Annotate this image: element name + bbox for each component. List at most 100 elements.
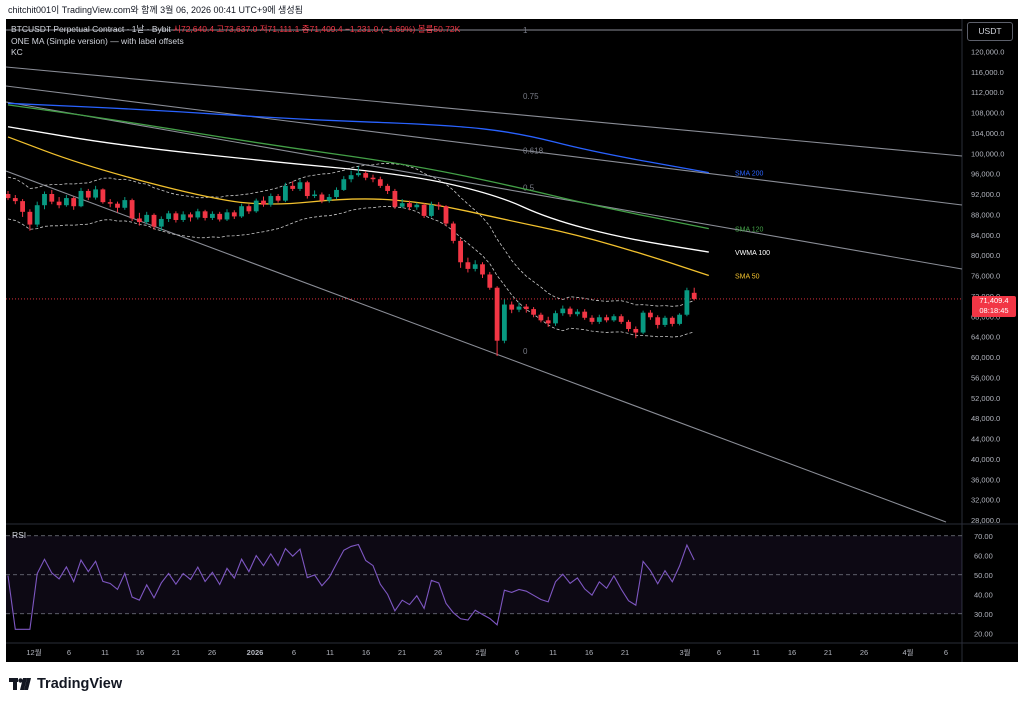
candle-body <box>677 314 682 324</box>
price-tick-label: 100,000.0 <box>971 149 1004 158</box>
candle-body <box>158 218 164 227</box>
price-tick-label: 40,000.0 <box>971 455 1000 464</box>
rsi-label[interactable]: RSI <box>12 530 27 540</box>
ma-line-sma-50 <box>7 136 710 277</box>
candle-body <box>633 328 639 333</box>
candle-body <box>567 308 573 315</box>
ohlc-values: 시72,640.4 고73,637.0 저71,111.1 종71,409.4 … <box>173 24 461 34</box>
candle-body <box>458 240 463 263</box>
candle-body <box>239 206 244 217</box>
candle-body <box>144 214 150 223</box>
chart-svg[interactable]: 124,000.0120,000.0116,000.0112,000.0108,… <box>6 19 1018 662</box>
chart-frame[interactable]: 124,000.0120,000.0116,000.0112,000.0108,… <box>6 19 1018 662</box>
price-tick-label: 36,000.0 <box>971 475 1000 484</box>
candle-body <box>407 203 412 208</box>
candle-body <box>502 304 507 341</box>
candle-body <box>429 204 434 216</box>
candle-body <box>385 185 390 191</box>
candle-body <box>560 308 566 314</box>
candle-body <box>261 200 266 205</box>
rsi-tick-label: 20.00 <box>974 629 993 638</box>
candle-body <box>626 321 631 329</box>
symbol-line: BTCUSDT Perpetual Contract · 1날 · Bybit … <box>11 24 460 36</box>
currency-button[interactable]: USDT <box>967 22 1013 41</box>
candle-body <box>582 311 588 318</box>
symbol-title: BTCUSDT Perpetual Contract · 1날 · Bybit <box>11 24 171 34</box>
time-tick-label: 12월 <box>26 647 41 657</box>
candle-body <box>596 317 602 322</box>
candle-body <box>575 311 580 315</box>
price-tick-label: 48,000.0 <box>971 414 1000 423</box>
chart-header: BTCUSDT Perpetual Contract · 1날 · Bybit … <box>11 24 460 59</box>
candle-body <box>348 175 354 180</box>
time-tick-label: 11 <box>326 648 334 657</box>
candle-body <box>370 177 376 180</box>
time-tick-label: 26 <box>208 648 216 657</box>
candle-body <box>217 213 223 220</box>
tradingview-logo: TradingView <box>9 676 122 692</box>
candle-body <box>399 203 405 207</box>
candle-body <box>356 173 361 176</box>
candle-body <box>49 194 55 202</box>
candle-body <box>115 203 120 208</box>
time-tick-label: 21 <box>824 648 832 657</box>
price-tick-label: 120,000.0 <box>971 47 1004 56</box>
time-tick-label: 3월 <box>679 647 690 657</box>
time-tick-label: 6 <box>515 648 519 657</box>
candle-body <box>655 317 661 325</box>
fib-level-label: 1 <box>523 26 528 35</box>
candle-body <box>684 290 690 315</box>
ma-line-vwma-100 <box>7 126 709 253</box>
candle-body <box>34 205 40 225</box>
time-tick-label: 6 <box>944 648 948 657</box>
ma-label: SMA 120 <box>735 227 764 234</box>
candle-body <box>436 204 442 207</box>
candle-body <box>341 179 347 190</box>
candle-body <box>166 213 171 219</box>
candle-body <box>472 264 478 269</box>
time-tick-label: 21 <box>621 648 629 657</box>
candle-body <box>246 206 252 212</box>
candle-body <box>297 182 303 189</box>
time-tick-label: 11 <box>752 648 760 657</box>
candle-body <box>268 196 274 205</box>
time-tick-label: 21 <box>172 648 180 657</box>
candle-body <box>414 204 420 208</box>
candle-body <box>509 304 515 310</box>
candle-body <box>253 200 259 212</box>
candle-body <box>64 198 69 206</box>
rsi-line <box>7 543 695 630</box>
kc-upper-band <box>7 162 695 307</box>
candle-body <box>363 173 369 178</box>
price-tick-label: 60,000.0 <box>971 353 1000 362</box>
candle-body <box>93 189 98 198</box>
price-tick-label: 76,000.0 <box>971 272 1000 281</box>
candle-body <box>421 204 427 216</box>
price-tick-label: 80,000.0 <box>971 251 1000 260</box>
trend-line <box>6 66 963 157</box>
rsi-tick-label: 70.00 <box>974 532 993 541</box>
ma-label: SMA 50 <box>735 274 760 281</box>
candle-body <box>12 198 18 202</box>
candle-body <box>538 314 544 321</box>
price-tick-label: 92,000.0 <box>971 190 1000 199</box>
candle-body <box>20 201 25 212</box>
price-tick-label: 56,000.0 <box>971 373 1000 382</box>
candle-body <box>553 313 558 324</box>
candle-body <box>78 190 84 207</box>
candle-body <box>319 194 325 201</box>
candle-body <box>487 274 493 288</box>
rsi-tick-label: 30.00 <box>974 610 993 619</box>
candle-body <box>589 317 595 322</box>
ma-label: VWMA 100 <box>735 250 770 257</box>
candle-body <box>100 189 106 203</box>
time-tick-label: 4월 <box>902 647 913 657</box>
trend-line <box>6 101 963 270</box>
candle-body <box>202 211 208 218</box>
trend-line <box>6 85 963 206</box>
candle-body <box>648 312 653 318</box>
candle-body <box>691 292 697 299</box>
indicator-ma-label[interactable]: ONE MA (Simple version) — with label off… <box>11 35 184 46</box>
indicator-kc-label[interactable]: KC <box>11 47 23 57</box>
price-tick-label: 28,000.0 <box>971 516 1000 525</box>
